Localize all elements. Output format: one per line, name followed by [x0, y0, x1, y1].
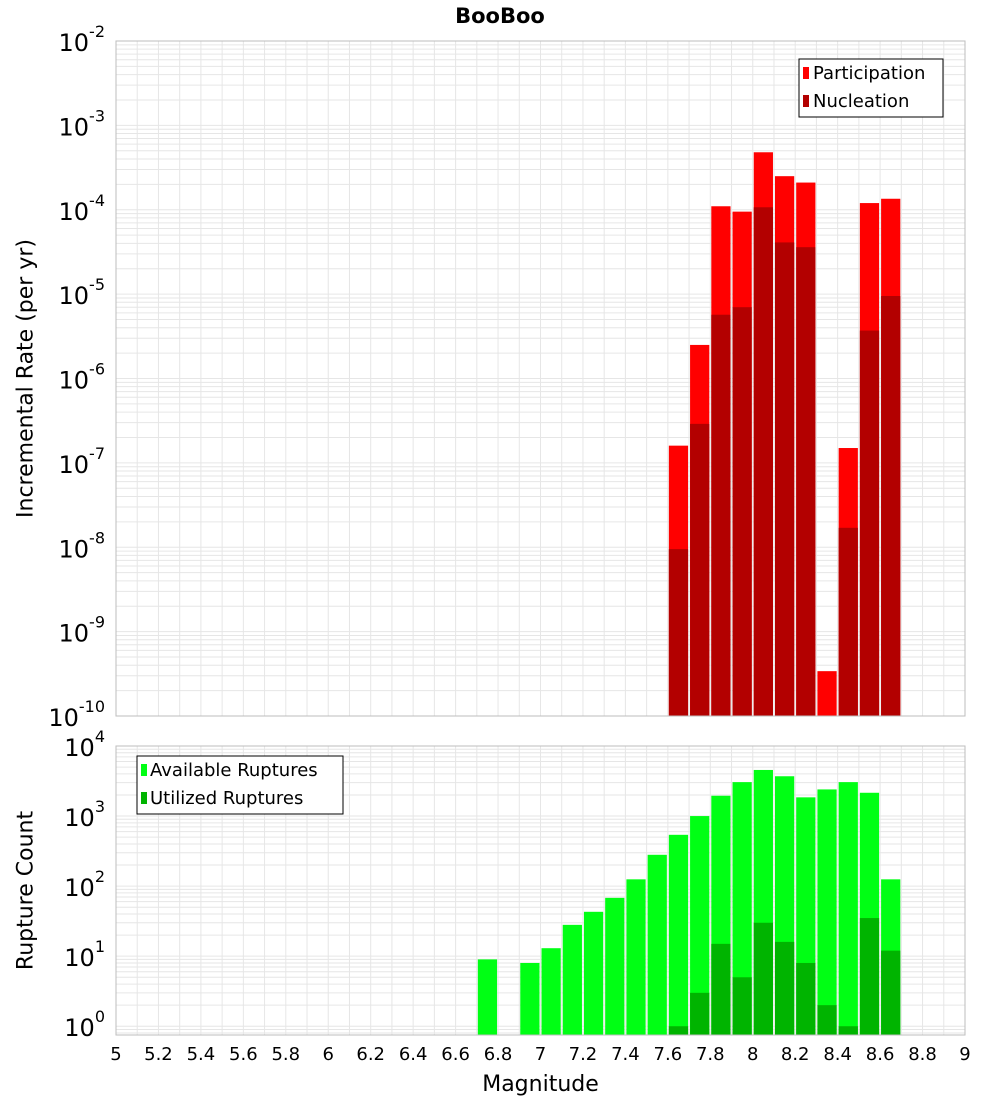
bar-available-ruptures	[520, 962, 540, 1035]
y-tick-label: 101	[64, 937, 105, 972]
plot-top: 10-10 10-9 10-8 10-7 10-6 10-5 10-4 10-3 10-2 Inc…	[14, 22, 966, 732]
x-tick-label: 6.6	[441, 1044, 470, 1065]
legend-label: Utilized Ruptures	[150, 788, 303, 809]
bar-available-ruptures	[668, 834, 689, 1035]
bar-available-ruptures	[583, 911, 604, 1035]
y-tick-label: 102	[64, 867, 105, 902]
x-tick-label: 6.2	[356, 1044, 385, 1065]
x-tick-label: 5.6	[229, 1044, 258, 1065]
legend-top: Participation Nucleation	[798, 58, 944, 118]
bar-available-ruptures	[732, 782, 752, 1035]
bar-overlay-nucleation	[753, 207, 773, 716]
bar-overlay-utilized-ruptures	[838, 1026, 858, 1035]
x-tick-label: 5	[110, 1044, 121, 1065]
bar-overlay-nucleation	[774, 242, 795, 716]
legend-swatch	[141, 764, 147, 776]
legend-label: Available Ruptures	[150, 760, 318, 781]
x-tick-label: 7.2	[569, 1044, 598, 1065]
x-tick-label: 6.8	[484, 1044, 513, 1065]
x-tick-label: 6	[323, 1044, 334, 1065]
bar-overlay-nucleation	[732, 307, 752, 716]
y-tick-label: 103	[64, 797, 105, 832]
bar-participation	[817, 671, 837, 716]
x-tick-label: 5.4	[187, 1044, 216, 1065]
chart-title: BooBoo	[455, 4, 545, 28]
x-tick-label: 7.6	[654, 1044, 683, 1065]
x-tick-label: 8	[747, 1044, 758, 1065]
bar-available-ruptures	[690, 816, 710, 1035]
x-tick-label: 8.8	[908, 1044, 937, 1065]
x-tick-label: 6.4	[399, 1044, 428, 1065]
bar-overlay-utilized-ruptures	[796, 962, 816, 1035]
bar-overlay-nucleation	[690, 423, 710, 716]
y-tick-label: 10-7	[59, 444, 106, 479]
bar-available-ruptures	[626, 879, 646, 1035]
y-tick-label: 10-5	[59, 275, 106, 310]
y-axis-label: Rupture Count	[14, 811, 39, 971]
bar-overlay-nucleation	[859, 330, 880, 716]
x-axis-label: Magnitude	[482, 1072, 599, 1097]
bar-overlay-nucleation	[838, 527, 858, 716]
y-tick-label: 104	[64, 727, 105, 762]
legend-box	[798, 58, 944, 118]
x-tick-label: 8.4	[823, 1044, 852, 1065]
x-tick-label: 5.8	[271, 1044, 300, 1065]
bar-available-ruptures	[477, 959, 498, 1035]
x-tick-label: 7	[535, 1044, 546, 1065]
bar-available-ruptures	[541, 948, 561, 1035]
y-tick-label: 10-8	[59, 528, 106, 563]
bar-overlay-utilized-ruptures	[690, 992, 710, 1035]
plot-frame	[115, 745, 966, 1036]
bar-available-ruptures	[562, 924, 582, 1035]
legend-swatch	[141, 792, 147, 804]
bar-overlay-utilized-ruptures	[668, 1026, 689, 1035]
bar-overlay-utilized-ruptures	[859, 918, 880, 1035]
plot-bottom: 100 101 102 103 104 Rupture Count 5 5.2 5.4 5.6 5.…	[14, 727, 971, 1097]
legend-swatch	[803, 67, 809, 79]
bar-overlay-utilized-ruptures	[774, 941, 795, 1035]
y-tick-label: 10-2	[59, 22, 106, 57]
bar-available-ruptures	[838, 782, 858, 1035]
legend-box	[136, 755, 344, 815]
x-tick-label: 7.8	[696, 1044, 725, 1065]
plot-frame	[115, 40, 966, 717]
legend-label: Nucleation	[813, 91, 909, 112]
y-tick-label: 10-10	[48, 697, 105, 732]
x-tick-label: 7.4	[611, 1044, 640, 1065]
bar-overlay-utilized-ruptures	[817, 1005, 837, 1035]
x-tick-label: 5.2	[144, 1044, 173, 1065]
bar-overlay-utilized-ruptures	[881, 950, 901, 1035]
bar-available-ruptures	[647, 854, 667, 1035]
x-tick-label: 8.6	[866, 1044, 895, 1065]
bar-overlay-utilized-ruptures	[753, 922, 773, 1035]
bar-overlay-nucleation	[881, 296, 901, 716]
y-tick-label: 10-9	[59, 613, 106, 648]
bar-available-ruptures	[817, 789, 837, 1035]
bar-overlay-nucleation	[668, 549, 689, 716]
legend-label: Participation	[813, 63, 925, 84]
y-tick-label: 100	[64, 1007, 105, 1042]
y-tick-label: 10-6	[59, 360, 106, 395]
y-tick-label: 10-3	[59, 106, 106, 141]
bar-overlay-utilized-ruptures	[711, 943, 731, 1035]
bar-overlay-nucleation	[796, 247, 816, 716]
legend-bottom: Available Ruptures Utilized Ruptures	[136, 755, 344, 815]
y-tick-label: 10-4	[59, 191, 106, 226]
bar-available-ruptures	[605, 897, 625, 1035]
x-tick-label: 9	[959, 1044, 970, 1065]
bar-overlay-utilized-ruptures	[732, 977, 752, 1035]
bar-overlay-nucleation	[711, 314, 731, 716]
legend-swatch	[803, 95, 809, 107]
x-tick-label: 8.2	[781, 1044, 810, 1065]
y-axis-label: Incremental Rate (per yr)	[14, 239, 39, 518]
